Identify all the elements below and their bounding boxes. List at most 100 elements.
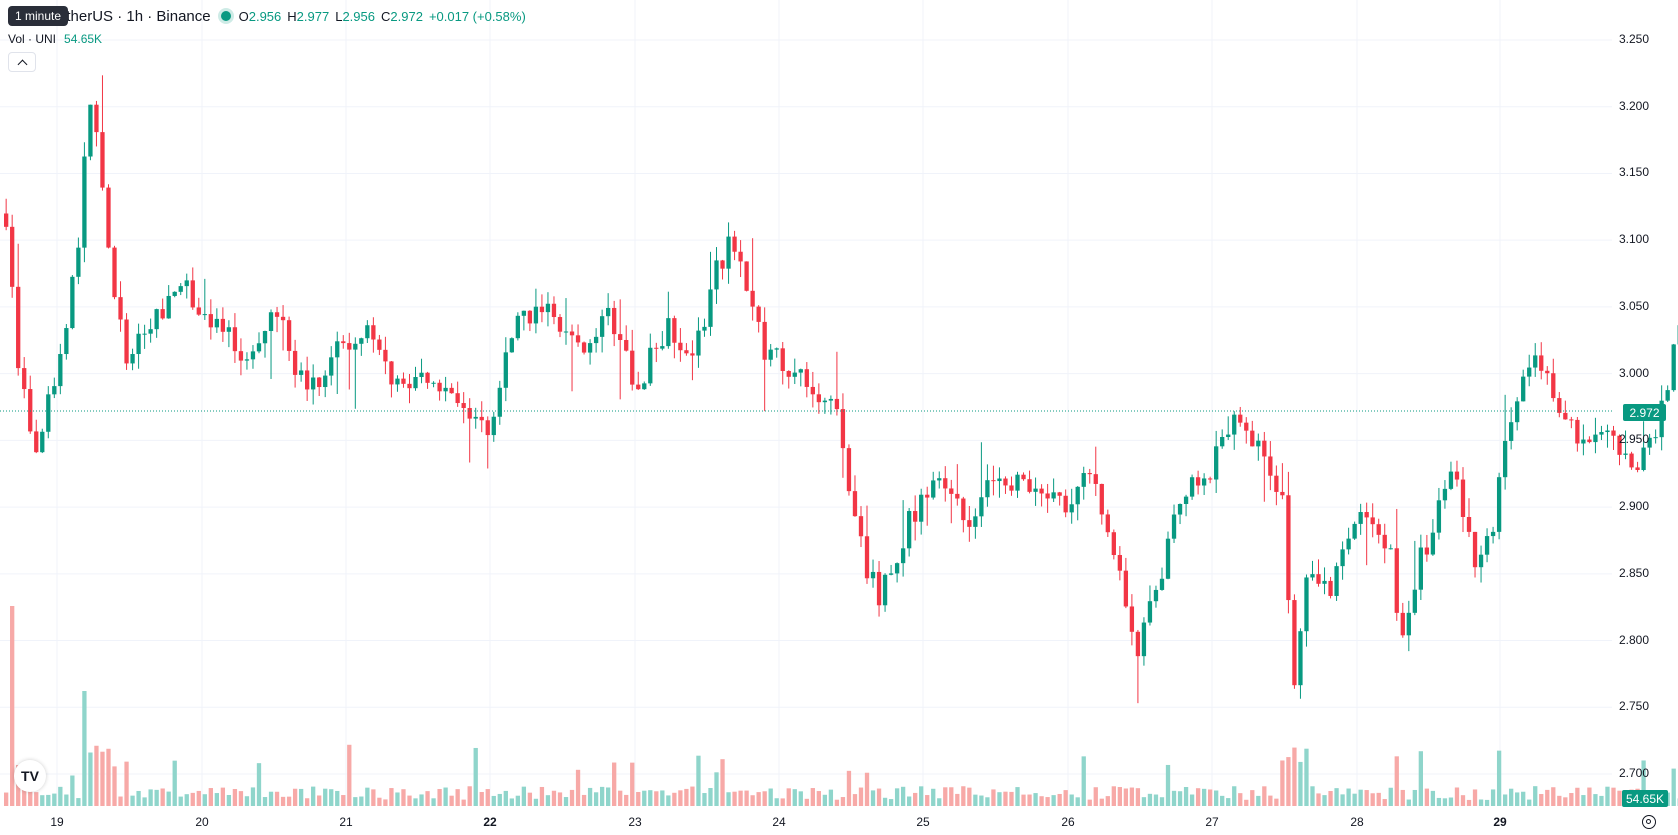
candle-body [1515,401,1520,423]
volume-bar [1201,788,1207,806]
candle-body [160,309,165,319]
open-value: 2.956 [248,8,282,24]
date-tick-label: 29 [1493,815,1507,829]
volume-bar [1394,756,1399,806]
price-tick-label: 2.750 [1619,699,1650,714]
candle-body [359,338,364,344]
candle-body [846,448,852,492]
candle-body [1003,478,1008,486]
candle-body [262,331,268,344]
candle-body [431,382,436,384]
volume-bar [1099,798,1104,806]
candle-body [1238,414,1243,423]
volume-bar [1418,751,1423,806]
candle-body [708,289,713,327]
candle-body [1117,555,1122,571]
volume-bar [4,792,9,806]
candle-body [106,187,111,248]
candle-body [587,343,593,353]
volume-bar [1496,750,1502,806]
candle-body [1629,453,1634,468]
candle-body [714,260,719,290]
candle-body [726,236,731,269]
volume-bar [473,747,478,806]
volume-bar [94,745,99,806]
volume-bar [943,787,948,806]
candle-body [533,306,539,324]
volume-bar [136,790,141,806]
volume-bar [1641,760,1646,806]
collapse-legend-button[interactable] [8,52,36,72]
volume-bar [1105,796,1110,806]
candle-body [1244,422,1249,431]
volume-bar [1322,795,1327,806]
price-tick-label: 3.100 [1619,232,1650,247]
volume-bar [298,788,304,806]
volume-bar [1214,790,1219,806]
volume-bar [1460,795,1466,806]
volume-bar [1021,794,1026,806]
candle-body [1569,419,1574,421]
candle-body [630,350,635,385]
candle-body [70,276,75,329]
volume-bars [4,606,1678,806]
candle-body [184,280,189,287]
candle-body [437,382,442,392]
volume-bar [46,794,51,806]
candle-body [1581,439,1586,444]
date-tick-label: 27 [1205,815,1219,829]
volume-bar [1262,786,1267,806]
volume-bar [1087,799,1092,806]
candle-body [1069,504,1074,513]
candle-body [666,318,671,347]
volume-bar [612,762,617,806]
candle-body [822,400,828,403]
candle-body [148,329,153,334]
candle-body [937,478,942,481]
candle-body [636,384,641,390]
low-label: L [335,8,343,24]
date-tick-label: 26 [1061,815,1075,829]
volume-bar [208,788,213,806]
volume-bar [323,788,328,806]
candle-body [943,478,948,489]
volume-bar [672,792,677,806]
volume-bar [1177,791,1183,806]
volume-bar [58,786,63,806]
volume-bar [1250,790,1255,806]
candle-body [798,369,803,373]
candle-body [1292,600,1297,686]
candle-body [1442,488,1448,501]
volume-bar [834,799,840,806]
price-tick-label: 2.950 [1619,432,1650,447]
volume-bar [1551,787,1556,806]
candle-body [491,416,496,436]
symbol-title[interactable]: etherUS · 1h · Binance [58,7,211,25]
volume-bar [1003,791,1008,806]
candle-body [1099,483,1104,515]
volume-bar [828,789,834,806]
legend-volume[interactable]: Vol · UNI 54.65K [8,32,102,46]
volume-bar [407,795,412,806]
market-status-icon[interactable] [220,11,231,21]
volume-bar [1304,748,1309,806]
volume-bar [1382,799,1387,806]
candle-body [244,359,250,361]
volume-bar [479,792,484,806]
candle-body [690,353,695,356]
settings-icon[interactable] [1642,815,1656,829]
volume-bar [413,798,418,806]
date-tick-label: 28 [1350,815,1364,829]
volume-bar [858,787,864,806]
tradingview-logo-icon[interactable]: TV [14,760,46,792]
candle-body [118,297,123,320]
volume-bar [1563,797,1568,806]
volume-bar [1208,789,1213,806]
volume-bar [317,795,322,806]
volume-bar [593,792,599,806]
volume-bar [1310,786,1315,806]
volume-bar [967,787,972,806]
candle-body [1454,471,1460,480]
